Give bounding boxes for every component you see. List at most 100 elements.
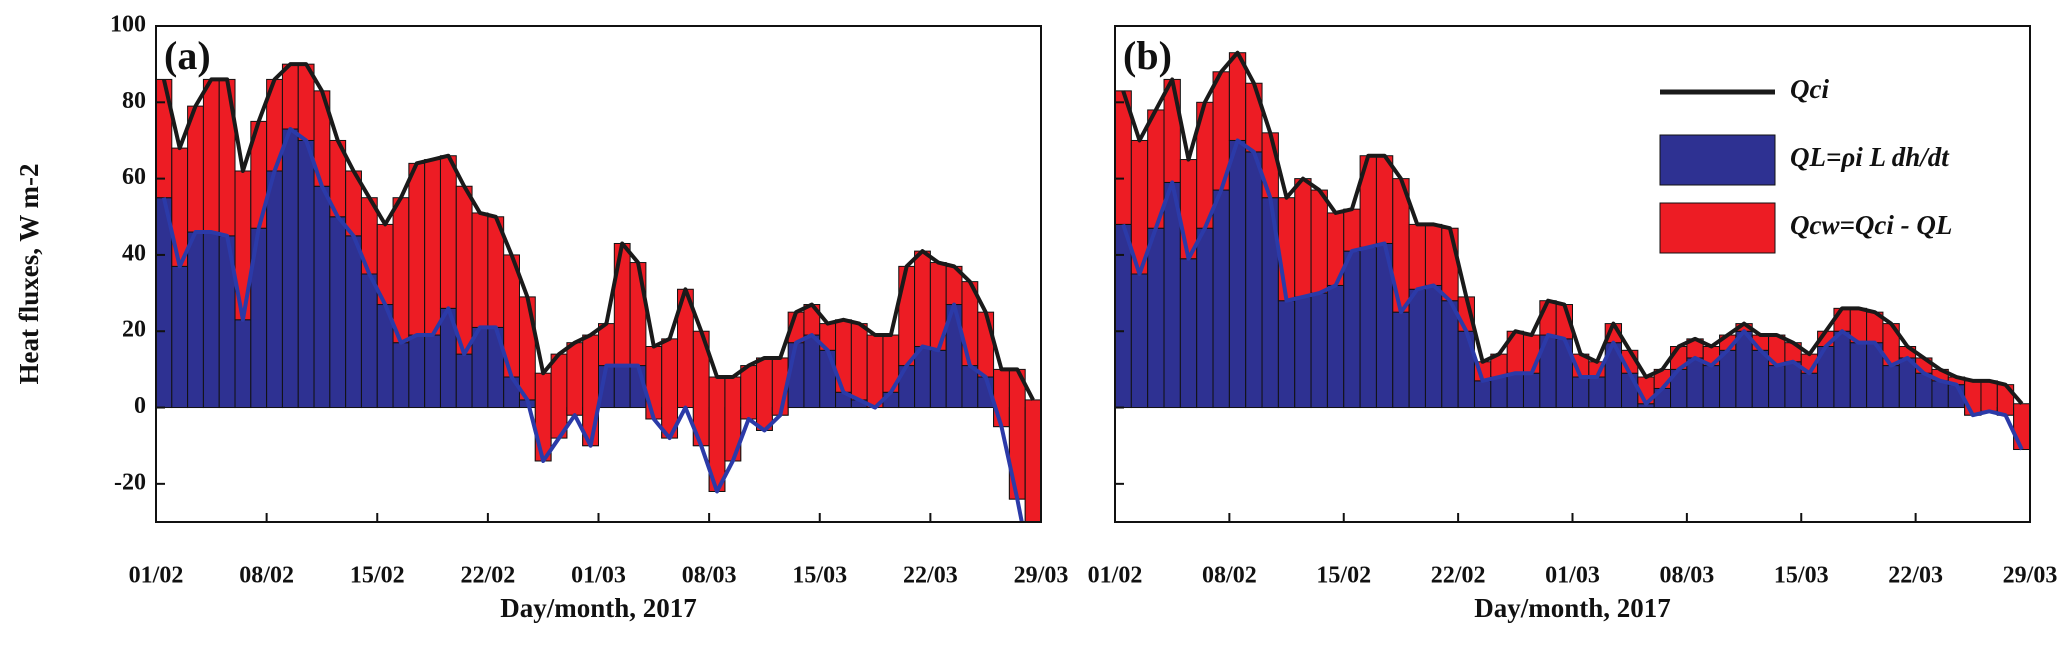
bar-ql	[1522, 372, 1541, 409]
bar-qcw	[993, 368, 1010, 428]
bar-ql	[1212, 189, 1230, 409]
x-tick-label: 15/03	[792, 563, 847, 589]
y-tick-label: 100	[110, 12, 146, 38]
bar-qcw	[1539, 300, 1557, 336]
y-tick-label: -20	[114, 469, 146, 495]
x-tick-label: 01/02	[1088, 563, 1143, 589]
bar-qcw	[550, 353, 568, 439]
bar-qcw	[898, 265, 916, 367]
bar-qcw	[866, 334, 884, 409]
bar-ql	[1392, 311, 1410, 409]
bar-qcw	[1408, 223, 1426, 290]
x-tick-label: 01/02	[129, 563, 184, 589]
legend-label: QL=ρi L dh/dt	[1790, 142, 1950, 172]
bar-qcw	[850, 323, 868, 401]
x-tick-label: 15/03	[1774, 563, 1829, 589]
x-tick-label: 15/02	[350, 563, 405, 589]
bar-qcw	[566, 342, 584, 416]
bar-qcw	[1294, 178, 1312, 298]
y-tick-label: 60	[122, 164, 146, 190]
bar-qcw	[756, 357, 773, 431]
bar-ql	[1751, 349, 1770, 409]
x-tick-label: 08/02	[239, 563, 294, 589]
bar-ql	[408, 334, 426, 409]
bar-ql	[1130, 273, 1149, 409]
bar-ql	[1915, 372, 1933, 409]
x-axis-label: Day/month, 2017	[500, 593, 697, 623]
x-tick-label: 01/03	[571, 563, 626, 589]
legend-label: Qci	[1790, 74, 1829, 104]
bar-ql	[1849, 342, 1868, 409]
x-tick-label: 22/03	[903, 563, 958, 589]
bar-ql	[1702, 365, 1721, 409]
bar-qcw	[455, 185, 473, 355]
bar-ql	[1441, 300, 1459, 409]
x-tick-label: 22/02	[1431, 563, 1486, 589]
legend-label: Qcw=Qci - QL	[1790, 210, 1952, 240]
bar-qcw	[534, 372, 552, 462]
x-tick-label: 29/03	[2003, 563, 2058, 589]
bar-ql	[1784, 361, 1802, 409]
bar-ql	[1719, 349, 1737, 409]
qci-line	[1121, 50, 2024, 406]
bar-ql	[1686, 357, 1704, 409]
bar-qcw	[424, 159, 441, 336]
bar-ql	[1473, 380, 1492, 409]
bar-qcw	[281, 63, 299, 130]
y-tick-label: 0	[134, 393, 146, 419]
bar-qcw	[2013, 403, 2030, 451]
bar-qcw	[582, 334, 599, 447]
bar-ql	[1343, 250, 1361, 409]
bar-qcw	[1163, 78, 1181, 183]
ql-line	[161, 127, 1024, 522]
bar-ql	[1490, 376, 1508, 409]
bar-qcw	[1277, 197, 1296, 302]
panel-label: (b)	[1123, 33, 1172, 78]
bar-ql	[266, 170, 283, 409]
bar-qcw	[471, 212, 489, 328]
bar-ql	[1277, 300, 1296, 409]
bar-ql	[1228, 139, 1247, 409]
bar-ql	[392, 342, 410, 409]
bar-ql	[1506, 372, 1524, 409]
bar-ql	[360, 273, 378, 409]
bar-ql	[1310, 292, 1328, 409]
legend-swatch	[1659, 134, 1776, 186]
bar-qcw	[977, 311, 995, 378]
bar-ql	[345, 235, 362, 409]
bar-ql	[1245, 151, 1263, 409]
bar-ql	[1179, 258, 1198, 409]
bar-qcw	[408, 162, 426, 336]
bar-ql	[1931, 380, 1949, 409]
bar-qcw	[1424, 223, 1443, 286]
bar-qcw	[392, 197, 410, 344]
bar-qcw	[202, 78, 220, 233]
bar-ql	[1424, 284, 1443, 409]
bar-ql	[297, 139, 315, 409]
x-tick-label: 29/03	[1014, 563, 1069, 589]
bar-qcw	[1024, 399, 1041, 522]
x-tick-label: 22/02	[461, 563, 516, 589]
bar-ql	[1735, 330, 1753, 409]
panel-label: (a)	[164, 33, 211, 78]
bar-ql	[281, 128, 299, 409]
bar-ql	[202, 231, 220, 409]
bar-ql	[1621, 372, 1639, 409]
bar-ql	[1572, 376, 1590, 409]
bar-ql	[313, 185, 331, 409]
bar-ql	[1408, 288, 1426, 409]
x-tick-label: 15/02	[1316, 563, 1371, 589]
bar-ql	[1359, 246, 1377, 409]
bar-ql	[929, 349, 947, 409]
bar-ql	[171, 265, 189, 409]
bar-ql	[1800, 372, 1819, 409]
y-tick-label: 40	[122, 240, 146, 266]
x-tick-label: 08/02	[1202, 563, 1257, 589]
bar-qcw	[740, 365, 758, 420]
bar-qcw	[629, 262, 647, 367]
x-axis-label: Day/month, 2017	[1474, 593, 1671, 623]
y-tick-label: 20	[122, 317, 146, 343]
bar-ql	[1833, 330, 1851, 409]
bar-ql	[424, 334, 441, 409]
